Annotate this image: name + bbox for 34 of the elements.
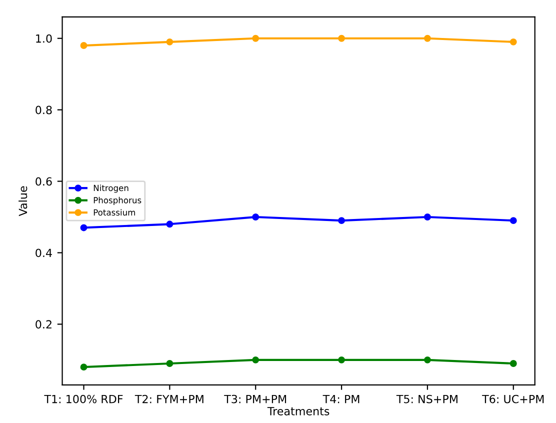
x-tick-label: T1: 100% RDF	[44, 394, 123, 404]
y-tick-label: 0.2	[36, 320, 52, 329]
point	[510, 360, 517, 367]
x-tick-label: T2: FYM+PM	[134, 394, 204, 404]
x-tick-label: T6: UC+PM	[482, 394, 544, 404]
point	[338, 34, 346, 42]
point	[166, 360, 174, 367]
x-tick-label: T3: PM+PM	[224, 394, 286, 404]
point	[80, 364, 88, 371]
y-axis-title: Value	[18, 186, 28, 216]
point	[252, 34, 260, 42]
point	[80, 224, 88, 232]
point	[252, 356, 260, 364]
point	[424, 356, 431, 364]
point	[338, 356, 346, 364]
point	[510, 38, 517, 46]
legend-label: Phosphorus	[94, 196, 142, 205]
point	[424, 34, 431, 42]
x-tick-label: T5: NS+PM	[396, 394, 458, 404]
y-tick-label: 0.6	[36, 177, 52, 186]
point	[338, 217, 346, 224]
point	[510, 217, 517, 224]
point	[80, 42, 88, 49]
point	[424, 214, 431, 220]
point	[166, 38, 174, 46]
legend-label: Potassium	[94, 209, 135, 216]
legend-label: Nitrogen	[94, 184, 128, 193]
x-axis-title: Treatments	[267, 407, 330, 416]
point	[166, 220, 174, 228]
x-tick-label: T4: PM	[322, 394, 360, 404]
y-tick-label: 1.0	[36, 34, 52, 43]
point	[252, 214, 260, 220]
y-tick-label: 0.8	[36, 106, 52, 114]
y-tick-label: 0.4	[36, 248, 52, 258]
